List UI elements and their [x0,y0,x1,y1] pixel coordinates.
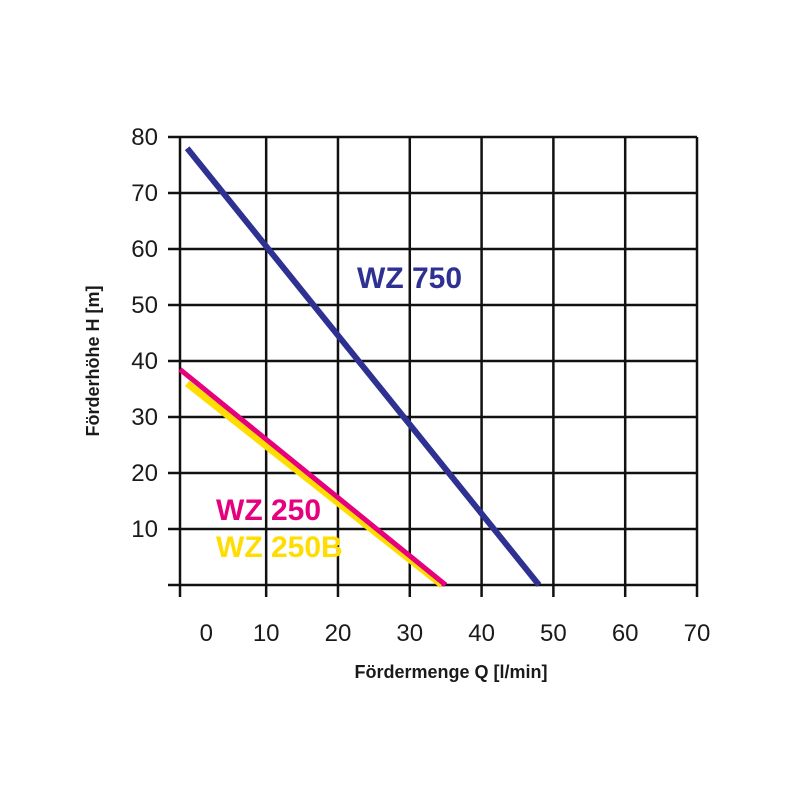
y-tick-label: 10 [131,516,158,543]
series-line-wz-250b [185,380,445,588]
y-tick-label: 20 [131,460,158,487]
x-axis-title: Fördermenge Q [l/min] [354,662,547,682]
x-tick-label: 60 [612,620,639,647]
grid [168,135,699,597]
x-tick-label: 10 [253,620,280,647]
series-line-wz-250 [178,367,448,587]
x-tick-label: 0 [200,620,213,647]
y-tick-label: 80 [131,124,158,151]
x-tick-labels: 0 10 20 30 40 50 60 70 [200,620,711,647]
y-tick-label: 50 [131,292,158,319]
y-tick-label: 40 [131,348,158,375]
y-tick-label: 30 [131,404,158,431]
y-tick-label: 60 [131,236,158,263]
series-label-wz-750: WZ 750 [357,262,462,295]
series-line-wz-750 [184,146,542,587]
x-tick-label: 30 [396,620,423,647]
series-lines [178,146,542,588]
y-tick-labels: 10 20 30 40 50 60 70 80 [131,124,158,543]
x-tick-label: 50 [540,620,567,647]
series-label-wz-250b: WZ 250B [216,531,343,564]
x-tick-label: 70 [684,620,711,647]
series-label-wz-250: WZ 250 [216,494,321,527]
y-tick-label: 70 [131,180,158,207]
x-tick-label: 40 [468,620,495,647]
series-labels: WZ 750 WZ 250 WZ 250B [216,262,462,564]
x-tick-label: 20 [325,620,352,647]
y-axis-title: Förderhöhe H [m] [83,286,103,437]
